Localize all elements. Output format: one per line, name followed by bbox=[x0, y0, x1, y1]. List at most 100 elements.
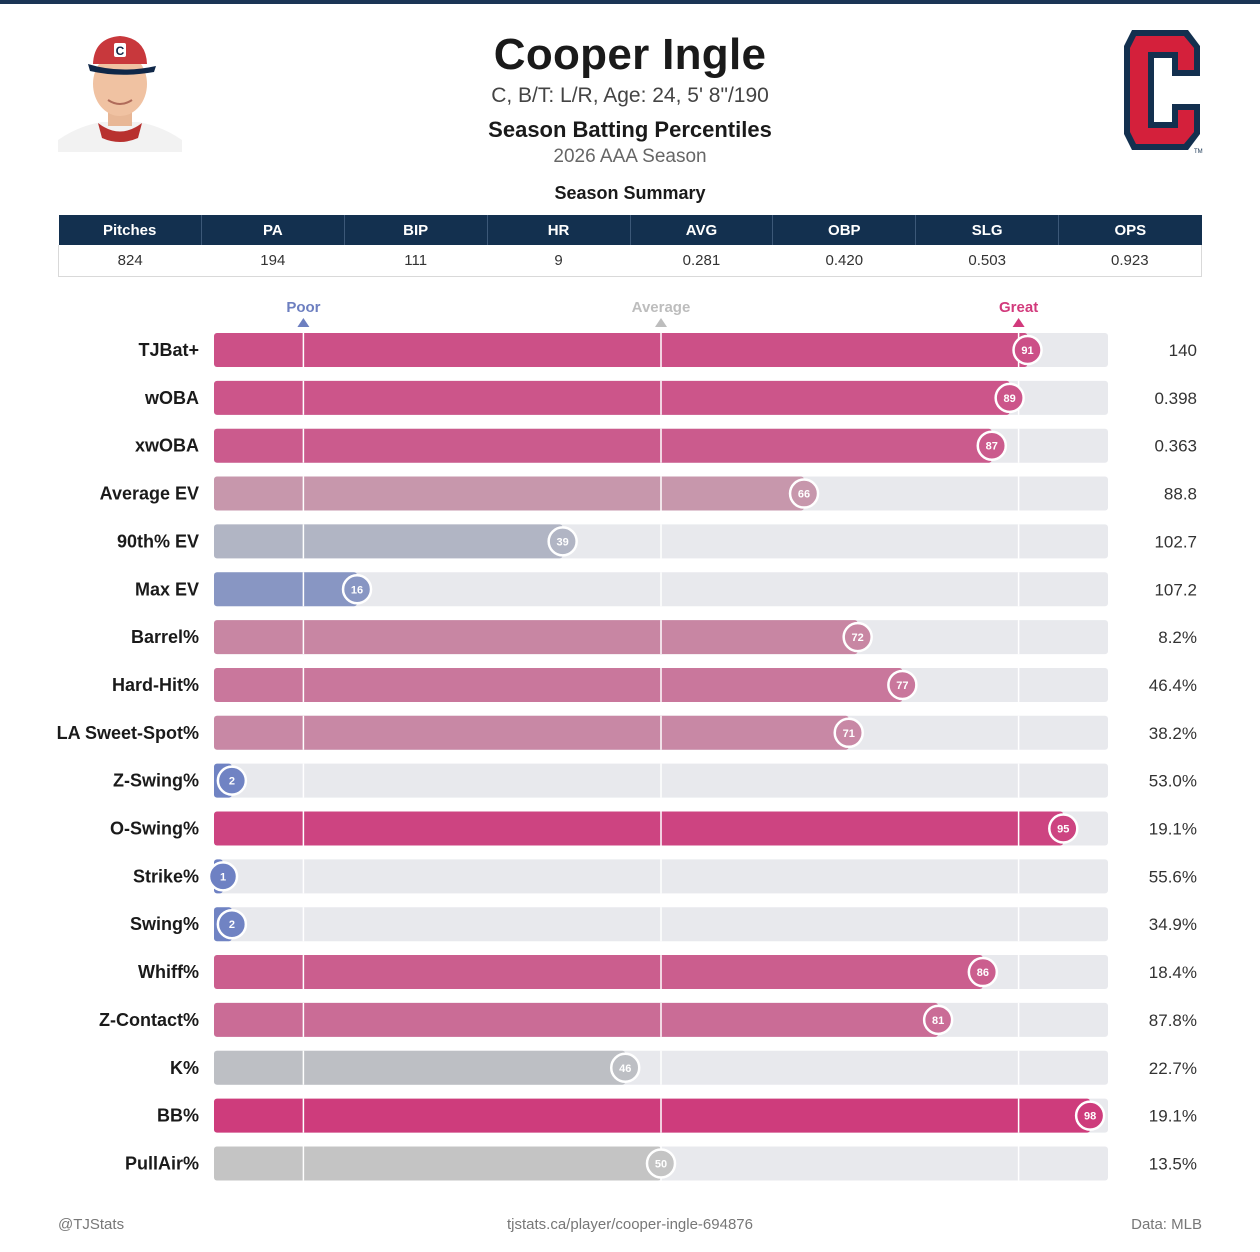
summary-col-pitches: Pitches bbox=[58, 215, 202, 245]
bar-fill bbox=[214, 476, 805, 511]
percentile-label: 91 bbox=[1021, 345, 1033, 357]
metric-label: wOBA bbox=[144, 388, 199, 408]
reference-arrow-2 bbox=[1012, 318, 1025, 327]
metric-label: TJBat+ bbox=[138, 340, 199, 360]
metric-row-17: 50 PullAir% 13.5% bbox=[125, 1146, 1197, 1181]
summary-col-pa: PA bbox=[200, 215, 345, 245]
metric-label: Strike% bbox=[133, 866, 199, 886]
metric-row-13: 86 Whiff% 18.4% bbox=[138, 955, 1197, 990]
metric-value: 107.2 bbox=[1154, 580, 1197, 599]
metric-label: K% bbox=[170, 1058, 199, 1078]
metric-label: Z-Swing% bbox=[113, 771, 199, 791]
percentile-label: 2 bbox=[229, 776, 235, 788]
svg-text:C: C bbox=[116, 44, 125, 58]
summary-col-hr: HR bbox=[486, 215, 630, 245]
metric-value: 19.1% bbox=[1149, 820, 1197, 839]
metric-row-16: 98 BB% 19.1% bbox=[157, 1098, 1197, 1133]
reference-label-0: Poor bbox=[286, 299, 320, 316]
summary-col-obp: OBP bbox=[772, 215, 916, 245]
metric-value: 87.8% bbox=[1149, 1011, 1197, 1030]
summary-value-ops: 0.923 bbox=[1058, 245, 1202, 277]
percentile-label: 89 bbox=[1004, 393, 1016, 405]
bar-fill bbox=[214, 524, 563, 559]
metric-row-4: 39 90th% EV 102.7 bbox=[117, 524, 1197, 559]
metric-label: Hard-Hit% bbox=[112, 675, 199, 695]
reference-arrow-1 bbox=[655, 318, 667, 327]
percentile-marker bbox=[842, 621, 873, 653]
summary-value-pitches: 824 bbox=[58, 245, 202, 277]
bar-fill bbox=[214, 1098, 1091, 1133]
summary-value-obp: 0.420 bbox=[772, 245, 916, 277]
metric-value: 0.363 bbox=[1154, 437, 1197, 456]
footer-source: Data: MLB bbox=[1131, 1216, 1202, 1233]
metric-value: 8.2% bbox=[1158, 628, 1197, 647]
top-rule bbox=[0, 0, 1260, 4]
bar-fill bbox=[214, 333, 1028, 367]
bar-fill bbox=[214, 1050, 626, 1085]
metric-label: 90th% EV bbox=[117, 531, 199, 551]
percentile-label: 98 bbox=[1084, 1111, 1096, 1123]
bar-fill bbox=[214, 1002, 939, 1037]
metric-row-15: 46 K% 22.7% bbox=[170, 1050, 1197, 1085]
chart-title: Season Batting Percentiles bbox=[488, 117, 772, 142]
bar-fill bbox=[214, 667, 903, 702]
season-label: 2026 AAA Season bbox=[553, 146, 707, 167]
summary-value-hr: 9 bbox=[487, 245, 630, 277]
svg-text:TM: TM bbox=[1194, 149, 1203, 154]
bar-fill bbox=[214, 572, 358, 607]
percentile-marker bbox=[547, 526, 578, 557]
percentile-label: 46 bbox=[619, 1063, 631, 1075]
metric-value: 88.8 bbox=[1164, 485, 1197, 504]
percentile-marker bbox=[609, 1052, 641, 1083]
metric-row-2: 87 xwOBA 0.363 bbox=[135, 428, 1197, 463]
percentile-label: 66 bbox=[798, 489, 810, 501]
percentile-label: 86 bbox=[977, 967, 989, 979]
metric-value: 34.9% bbox=[1149, 915, 1197, 934]
summary-header-row: Pitches PA BIP HR AVG OBP SLG OPS bbox=[58, 215, 1202, 245]
metric-row-14: 81 Z-Contact% 87.8% bbox=[99, 1002, 1197, 1037]
bar-fill bbox=[214, 428, 992, 463]
percentile-label: 2 bbox=[229, 919, 235, 931]
percentile-label: 72 bbox=[852, 632, 864, 644]
footer-url[interactable]: tjstats.ca/player/cooper-ingle-694876 bbox=[507, 1216, 753, 1233]
bar-fill bbox=[214, 955, 983, 990]
metric-value: 0.398 bbox=[1154, 389, 1197, 408]
metric-label: BB% bbox=[157, 1106, 199, 1126]
metric-value: 55.6% bbox=[1149, 867, 1197, 886]
percentile-label: 39 bbox=[557, 536, 569, 548]
percentile-marker bbox=[207, 861, 239, 892]
metric-row-10: 95 O-Swing% 19.1% bbox=[110, 811, 1197, 846]
bar-fill bbox=[214, 811, 1064, 846]
percentile-marker bbox=[967, 956, 999, 988]
summary-col-avg: AVG bbox=[629, 215, 773, 245]
summary-col-bip: BIP bbox=[343, 215, 488, 245]
footer-handle: @TJStats bbox=[58, 1216, 125, 1233]
bar-fill bbox=[214, 715, 849, 750]
season-summary-table: Pitches PA BIP HR AVG OBP SLG OPS 824 19… bbox=[58, 215, 1202, 277]
summary-value-bip: 111 bbox=[344, 245, 488, 277]
metric-value: 13.5% bbox=[1149, 1154, 1197, 1173]
player-bio: C, B/T: L/R, Age: 24, 5' 8"/190 bbox=[491, 84, 769, 107]
percentile-marker bbox=[216, 908, 248, 940]
metric-row-0: 91 TJBat+ 140 bbox=[138, 333, 1197, 367]
metric-value: 102.7 bbox=[1154, 532, 1197, 551]
summary-col-slg: SLG bbox=[915, 215, 1059, 245]
metric-row-9: 2 Z-Swing% 53.0% bbox=[113, 763, 1197, 798]
bar-fill bbox=[214, 1146, 661, 1181]
metric-row-11: 1 Strike% 55.6% bbox=[133, 859, 1197, 894]
metric-label: Max EV bbox=[135, 579, 199, 599]
percentile-label: 16 bbox=[351, 584, 363, 596]
metric-value: 53.0% bbox=[1149, 772, 1197, 791]
percentile-marker bbox=[788, 478, 820, 509]
percentile-label: 50 bbox=[655, 1158, 667, 1170]
metric-row-1: 89 wOBA 0.398 bbox=[144, 380, 1197, 415]
metric-value: 19.1% bbox=[1149, 1107, 1197, 1126]
metric-label: Barrel% bbox=[131, 627, 199, 647]
percentile-chart: Poor Average Great 91 TJBat+ 140 89 wOBA 0.398 87… bbox=[57, 299, 1197, 1181]
metric-label: O-Swing% bbox=[110, 819, 199, 839]
metric-row-8: 71 LA Sweet-Spot% 38.2% bbox=[57, 715, 1197, 750]
percentile-label: 77 bbox=[896, 680, 908, 692]
metric-label: Z-Contact% bbox=[99, 1010, 199, 1030]
metric-label: Swing% bbox=[130, 914, 199, 934]
player-headshot: C bbox=[58, 28, 182, 152]
